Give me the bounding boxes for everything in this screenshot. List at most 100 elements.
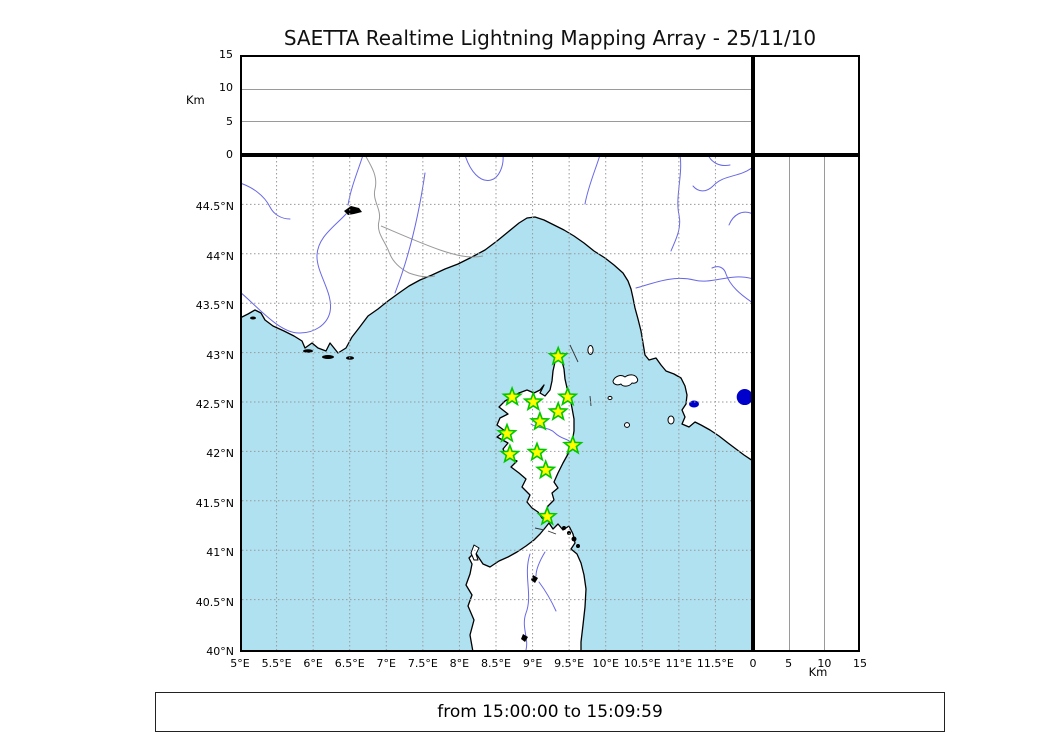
map-lon-tick-label: 5°E (230, 657, 250, 670)
river-sardinia (535, 551, 546, 577)
map-canvas (242, 157, 751, 650)
lma-station-marker (547, 345, 569, 366)
pianosa-island (607, 395, 613, 401)
river (728, 211, 751, 226)
map-lat-tick-label: 40.5°N (195, 595, 234, 609)
river (692, 167, 751, 192)
river (584, 157, 600, 205)
lma-station-marker (536, 505, 558, 526)
continental-coastline (242, 157, 751, 461)
lma-station-marker (556, 385, 579, 407)
map-lat-tick-label: 43°N (206, 348, 234, 362)
lma-station-marker (499, 443, 521, 464)
giglio-island (667, 415, 675, 425)
map-markers (496, 345, 751, 526)
hyeres-islet (322, 355, 334, 359)
river (708, 157, 731, 166)
hyeres-islet (303, 349, 313, 353)
lake-serre-poncon (344, 206, 362, 215)
map-lon-tick-label: 10.5°E (623, 657, 661, 670)
map-lon-tick-label: 9.5°E (554, 657, 585, 670)
elba-island (612, 374, 639, 387)
map-lon-tick-label: 6.5°E (334, 657, 365, 670)
map-lon-tick-label: 7.5°E (407, 657, 438, 670)
altitude-gridline (242, 121, 751, 122)
altitude-scale-corner-panel (753, 55, 860, 155)
lma-station-marker (547, 400, 569, 422)
km-gridline (823, 157, 825, 650)
map-lon-tick-label: 11.5°E (696, 657, 734, 670)
detection-marker (736, 389, 751, 406)
map-lon-tick-label: 11°E (665, 657, 693, 670)
river-sardinia (538, 581, 557, 612)
altitude-tick-label: 10 (219, 81, 233, 95)
plan-view-map-panel (240, 155, 753, 652)
asinara-island (470, 544, 480, 561)
map-lat-tick-label: 42°N (206, 447, 234, 461)
km-tick-label: 5 (785, 657, 793, 670)
map-lon-tick-label: 10°E (592, 657, 619, 670)
frioul-islet (250, 316, 256, 320)
cap-corse-contour (569, 344, 579, 363)
km-gridline (789, 157, 791, 650)
map-lon-tick-label: 5.5°E (261, 657, 292, 670)
time-window-label: from 15:00:00 to 15:09:59 (437, 702, 663, 722)
altitude-longitude-panel (240, 55, 753, 155)
lma-station-marker (535, 458, 557, 480)
river (465, 157, 504, 181)
map-lon-tick-label: 7°E (376, 657, 396, 670)
time-window-box: from 15:00:00 to 15:09:59 (155, 692, 945, 732)
lake-sardinia (521, 634, 528, 642)
lma-station-marker (562, 434, 584, 455)
map-lat-tick-label: 40°N (206, 645, 234, 658)
river-durance (242, 213, 347, 334)
map-lon-tick-label: 8.5°E (481, 657, 511, 670)
map-lat-tick-label: 43.5°N (195, 299, 234, 313)
bonifacio-strait-mark (547, 530, 557, 535)
km-tick-label: 0 (749, 657, 757, 670)
maddalena-islet (576, 544, 580, 548)
coastal-marks (534, 344, 592, 535)
map-lon-tick-label: 8°E (449, 657, 470, 670)
km-tick-label: 10 (817, 657, 832, 670)
map-graticule (242, 157, 751, 650)
liguria-border (380, 225, 484, 258)
montecristo-island (624, 422, 630, 428)
river (347, 157, 363, 206)
maddalena-islet (562, 526, 566, 530)
river-var (394, 172, 426, 294)
lma-station-marker (501, 385, 523, 407)
lma-station-marker (526, 441, 548, 462)
altitude-latitude-panel (753, 155, 860, 652)
altitude-tick-label: 15 (219, 48, 233, 61)
rivers-layer (242, 157, 751, 650)
maddalena-islet (571, 536, 577, 542)
map-lat-tick-label: 42.5°N (195, 398, 234, 411)
map-lat-tick-label: 44°N (206, 249, 234, 263)
km-tick-label: 15 (853, 657, 867, 670)
bonifacio-strait-mark (534, 527, 545, 531)
altitude-gridline (242, 89, 751, 90)
france-italy-border (365, 157, 436, 278)
map-lat-tick-label: 41°N (206, 546, 234, 560)
lma-station-marker (522, 390, 545, 412)
river-ombrone (711, 266, 751, 303)
map-lon-tick-label: 6°E (303, 657, 323, 670)
map-lat-tick-label: 44.5°N (195, 200, 234, 214)
region-borders (365, 157, 484, 278)
altitude-tick-label: 0 (226, 148, 233, 161)
map-lat-tick-label: 41.5°N (195, 496, 234, 510)
map-lon-tick-label: 9°E (522, 657, 543, 670)
altitude-axis-unit-label: Km (186, 93, 205, 107)
km-axis-unit-label: Km (808, 665, 828, 679)
altitude-tick-label: 5 (226, 114, 233, 128)
east-coast-contour (589, 395, 592, 407)
river (242, 183, 291, 220)
lma-station-marker (496, 422, 518, 443)
river (670, 157, 682, 252)
page-title: SAETTA Realtime Lightning Mapping Array … (283, 26, 817, 50)
capraia-island (587, 345, 594, 355)
river-arno (635, 276, 751, 289)
lma-station-marker (529, 410, 551, 431)
